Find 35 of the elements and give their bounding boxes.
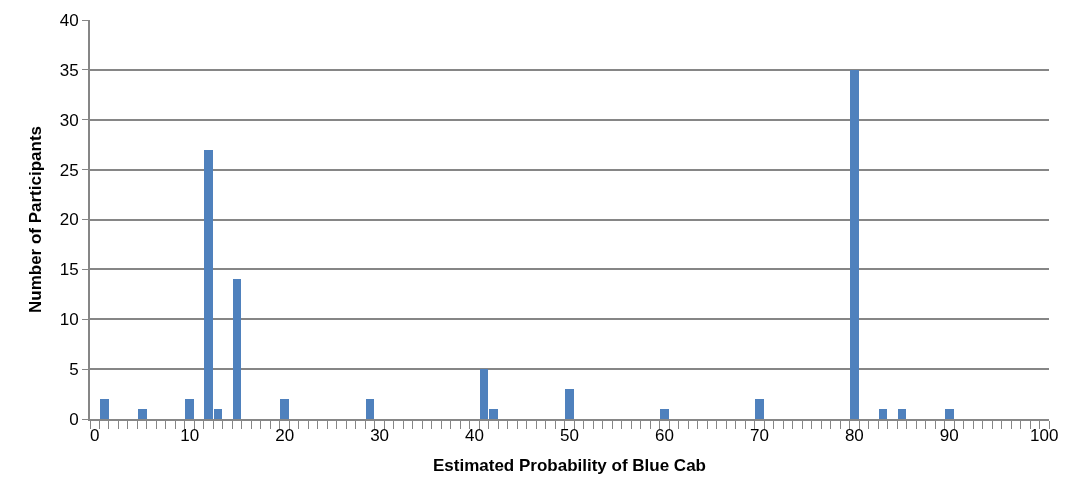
bar [138,409,147,419]
y-tick-label: 0 [69,409,79,429]
y-tick-label: 15 [59,260,79,280]
x-tick-label: 30 [370,426,390,446]
y-tick-label: 30 [59,110,79,130]
bar [185,399,194,419]
bar [945,409,954,419]
x-tick-label: 50 [560,426,579,446]
x-tick-label: 100 [1030,426,1059,446]
y-tick-label: 5 [69,360,79,380]
y-tick-label: 10 [59,310,79,330]
bar [660,409,669,419]
x-tick-label: 20 [275,426,295,446]
y-tick-label: 40 [59,10,79,30]
x-tick-label: 90 [939,426,959,446]
bar [755,399,764,419]
x-tick-label: 70 [749,426,769,446]
y-tick-label: 20 [59,210,79,230]
y-axis-title: Number of Participants [25,125,45,314]
x-tick-label: 60 [654,426,674,446]
bar [850,70,859,419]
x-axis-title: Estimated Probability of Blue Cab [433,456,706,476]
x-tick-label: 40 [465,426,485,446]
bar [100,399,109,419]
bar [233,279,241,419]
y-tick-label: 35 [59,60,79,80]
bar [898,409,906,419]
x-tick-label: 10 [180,426,200,446]
x-tick-label: 80 [844,426,864,446]
bar [565,389,574,419]
bar [280,399,289,419]
bar [366,399,374,419]
y-tick-label: 25 [59,160,79,180]
x-tick-label: 0 [90,426,100,446]
bar [879,409,887,419]
